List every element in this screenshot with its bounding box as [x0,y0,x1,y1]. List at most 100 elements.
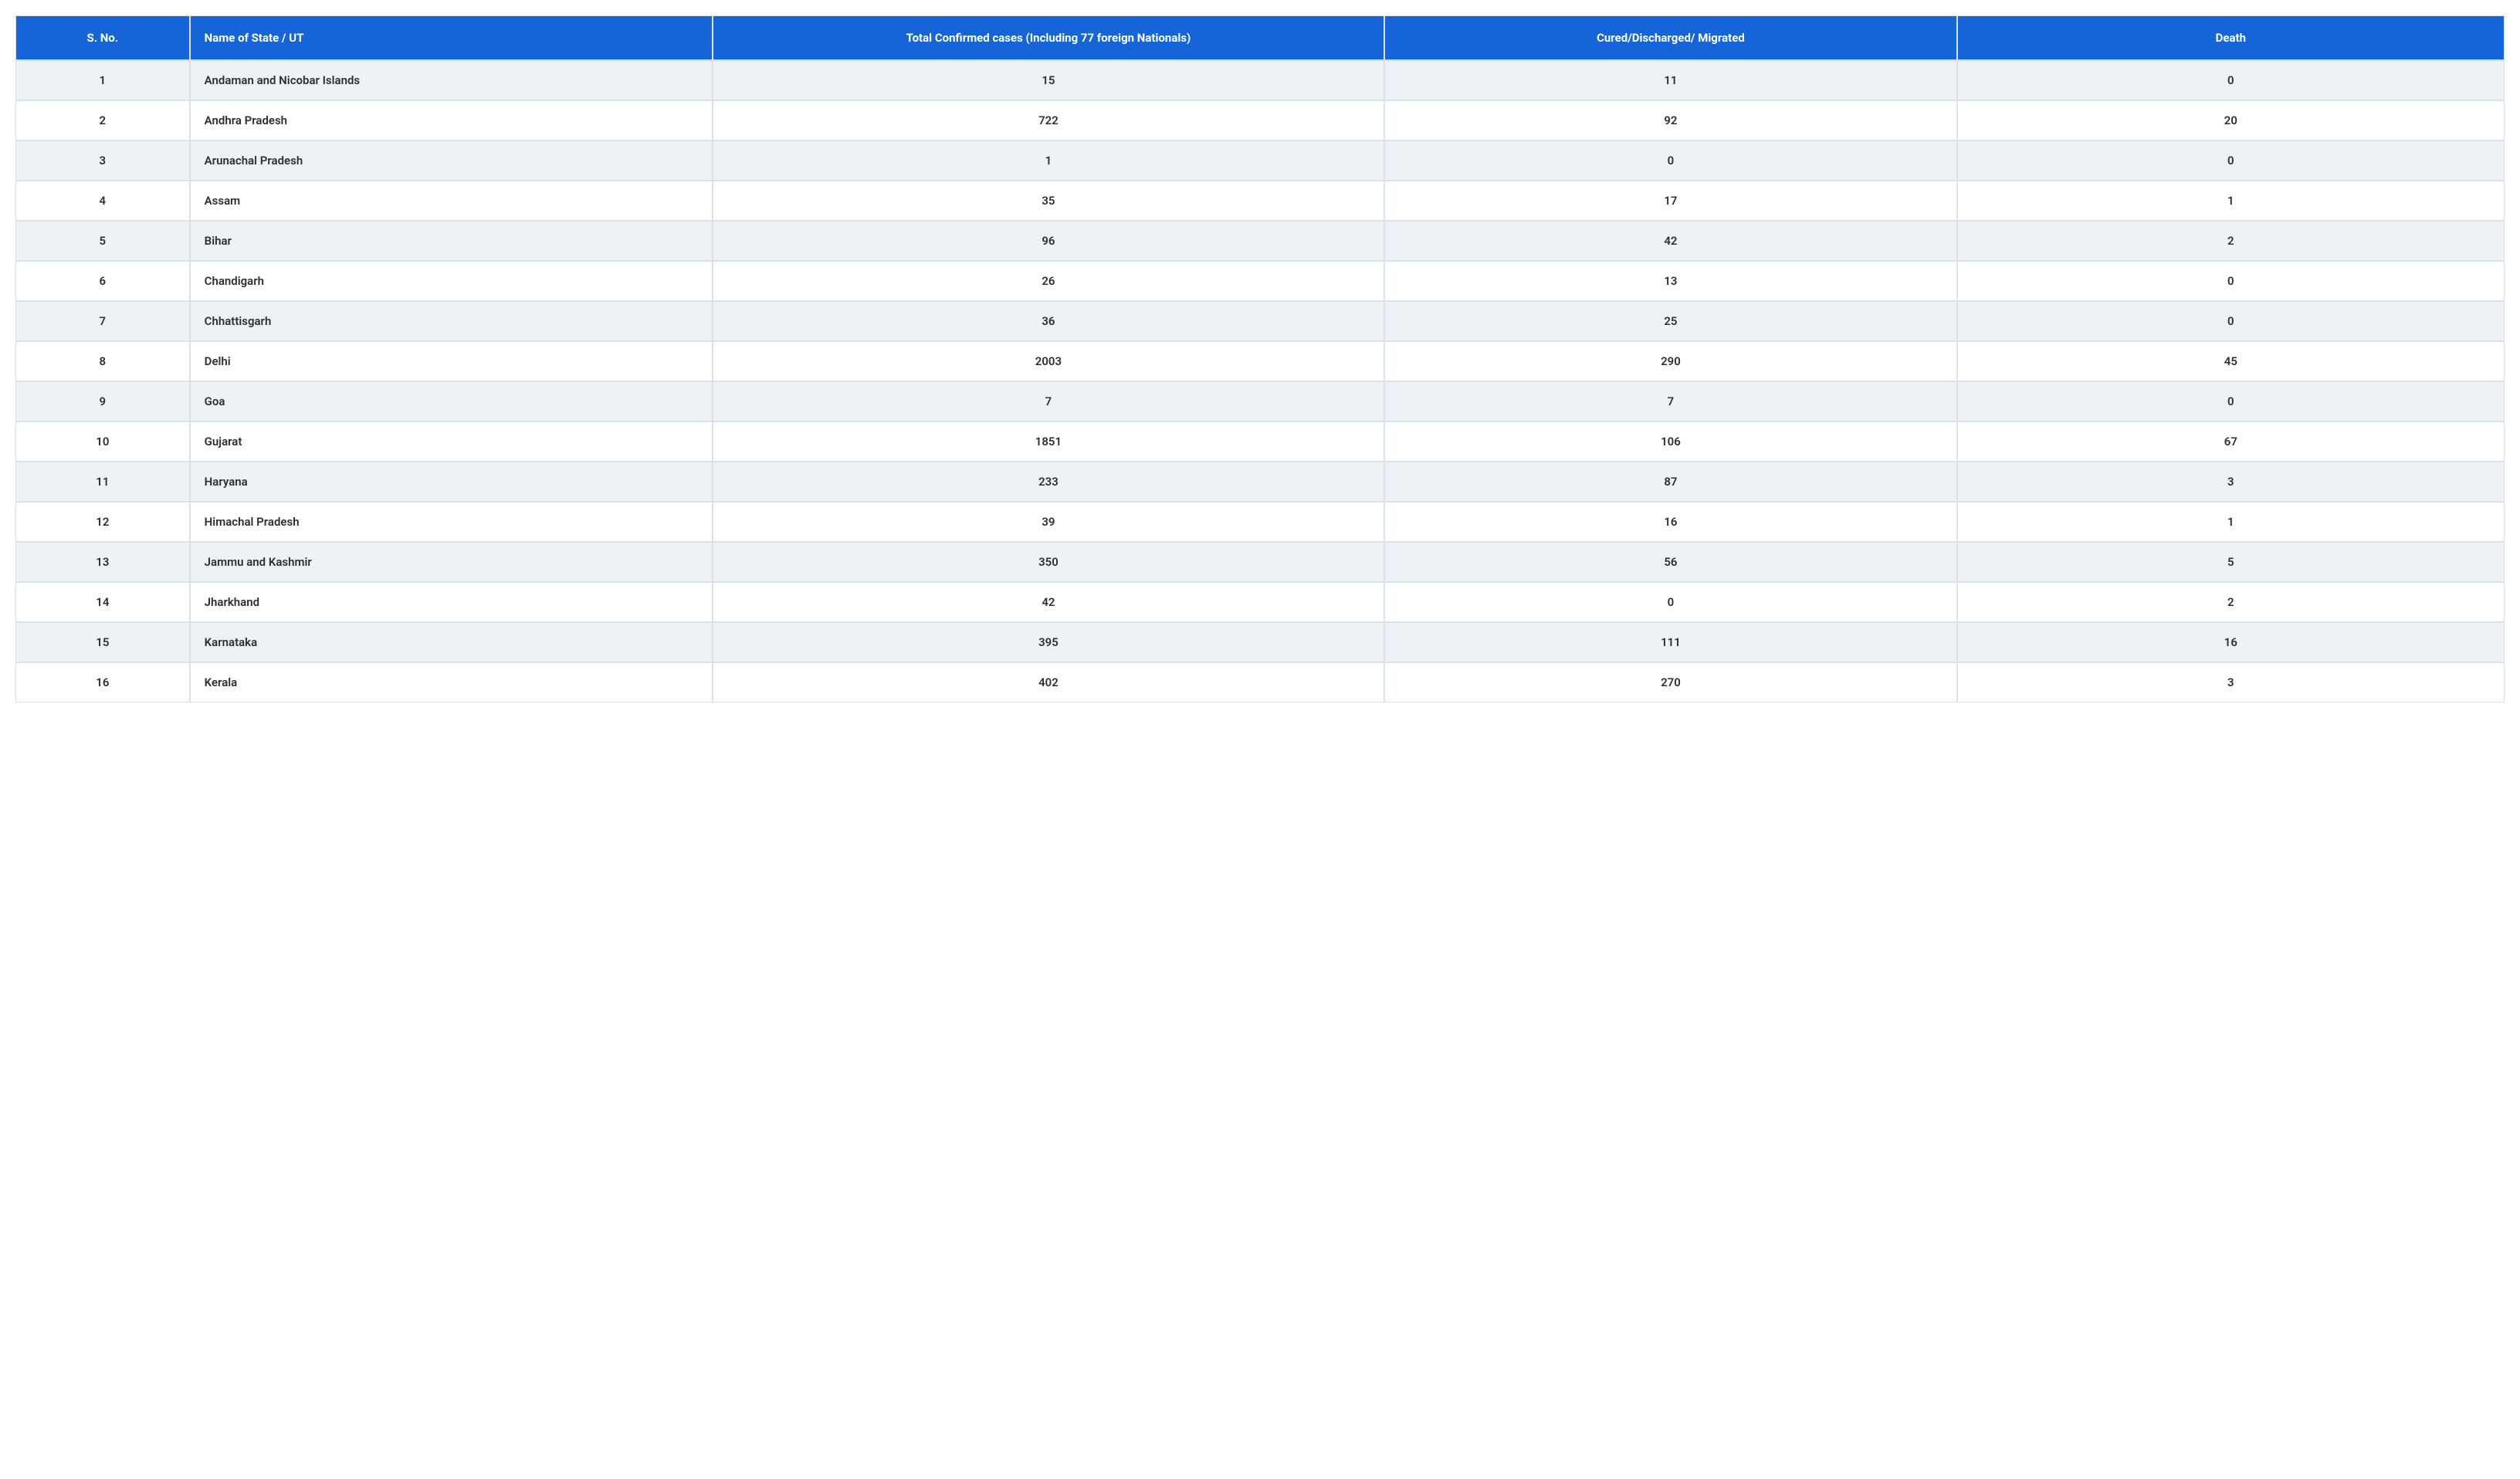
cell-cured: 0 [1384,582,1957,622]
cell-death: 0 [1957,261,2505,301]
cell-sno: 1 [15,60,190,100]
cell-cured: 0 [1384,140,1957,181]
cell-confirmed: 7 [713,381,1384,421]
table-header-row: S. No. Name of State / UT Total Confirme… [15,15,2505,60]
cell-confirmed: 42 [713,582,1384,622]
cell-cured: 7 [1384,381,1957,421]
cell-confirmed: 1851 [713,421,1384,462]
col-header-confirmed: Total Confirmed cases (Including 77 fore… [713,15,1384,60]
cell-name: Kerala [190,662,713,702]
cell-death: 3 [1957,462,2505,502]
table-row: 14Jharkhand4202 [15,582,2505,622]
cell-name: Goa [190,381,713,421]
table-row: 3Arunachal Pradesh100 [15,140,2505,181]
table-row: 15Karnataka39511116 [15,622,2505,662]
cell-sno: 15 [15,622,190,662]
cell-death: 0 [1957,381,2505,421]
cell-name: Delhi [190,341,713,381]
cell-cured: 25 [1384,301,1957,341]
cell-name: Andaman and Nicobar Islands [190,60,713,100]
table-row: 2Andhra Pradesh7229220 [15,100,2505,140]
cell-name: Bihar [190,221,713,261]
cell-cured: 290 [1384,341,1957,381]
cell-name: Arunachal Pradesh [190,140,713,181]
table-row: 12Himachal Pradesh39161 [15,502,2505,542]
table-row: 4Assam35171 [15,181,2505,221]
cell-sno: 13 [15,542,190,582]
table-row: 8Delhi200329045 [15,341,2505,381]
col-header-name: Name of State / UT [190,15,713,60]
cell-sno: 7 [15,301,190,341]
cell-death: 20 [1957,100,2505,140]
cell-name: Chhattisgarh [190,301,713,341]
cell-name: Jammu and Kashmir [190,542,713,582]
cell-death: 2 [1957,582,2505,622]
table-row: 1Andaman and Nicobar Islands15110 [15,60,2505,100]
cell-sno: 12 [15,502,190,542]
cell-confirmed: 1 [713,140,1384,181]
cell-sno: 5 [15,221,190,261]
cell-death: 0 [1957,60,2505,100]
table-row: 7Chhattisgarh36250 [15,301,2505,341]
table-row: 16Kerala4022703 [15,662,2505,702]
cell-cured: 87 [1384,462,1957,502]
table-row: 5Bihar96422 [15,221,2505,261]
cell-confirmed: 2003 [713,341,1384,381]
cases-table: S. No. Name of State / UT Total Confirme… [15,15,2505,702]
cell-sno: 9 [15,381,190,421]
cell-sno: 8 [15,341,190,381]
cell-death: 0 [1957,140,2505,181]
col-header-sno: S. No. [15,15,190,60]
cell-confirmed: 402 [713,662,1384,702]
cell-confirmed: 395 [713,622,1384,662]
table-row: 9Goa770 [15,381,2505,421]
cell-name: Haryana [190,462,713,502]
cell-death: 5 [1957,542,2505,582]
cell-confirmed: 96 [713,221,1384,261]
cell-cured: 17 [1384,181,1957,221]
cell-sno: 11 [15,462,190,502]
cell-cured: 270 [1384,662,1957,702]
table-row: 11Haryana233873 [15,462,2505,502]
cell-death: 1 [1957,181,2505,221]
table-header: S. No. Name of State / UT Total Confirme… [15,15,2505,60]
cell-cured: 13 [1384,261,1957,301]
cell-name: Gujarat [190,421,713,462]
cell-death: 45 [1957,341,2505,381]
cell-death: 0 [1957,301,2505,341]
table-body: 1Andaman and Nicobar Islands151102Andhra… [15,60,2505,702]
cell-sno: 10 [15,421,190,462]
cell-name: Chandigarh [190,261,713,301]
table-row: 10Gujarat185110667 [15,421,2505,462]
cell-cured: 92 [1384,100,1957,140]
table-row: 6Chandigarh26130 [15,261,2505,301]
cell-death: 3 [1957,662,2505,702]
cell-cured: 106 [1384,421,1957,462]
cell-confirmed: 39 [713,502,1384,542]
cell-confirmed: 350 [713,542,1384,582]
cell-cured: 56 [1384,542,1957,582]
cell-confirmed: 15 [713,60,1384,100]
cell-death: 1 [1957,502,2505,542]
col-header-cured: Cured/Discharged/ Migrated [1384,15,1957,60]
cell-sno: 2 [15,100,190,140]
cell-confirmed: 722 [713,100,1384,140]
cell-death: 67 [1957,421,2505,462]
cell-sno: 14 [15,582,190,622]
cell-name: Jharkhand [190,582,713,622]
cell-cured: 111 [1384,622,1957,662]
cell-death: 2 [1957,221,2505,261]
cell-confirmed: 26 [713,261,1384,301]
table-row: 13Jammu and Kashmir350565 [15,542,2505,582]
cell-cured: 11 [1384,60,1957,100]
cell-sno: 4 [15,181,190,221]
cell-name: Himachal Pradesh [190,502,713,542]
cell-confirmed: 35 [713,181,1384,221]
cell-name: Karnataka [190,622,713,662]
cell-cured: 42 [1384,221,1957,261]
cell-name: Assam [190,181,713,221]
cell-confirmed: 36 [713,301,1384,341]
cell-sno: 16 [15,662,190,702]
cell-death: 16 [1957,622,2505,662]
cell-cured: 16 [1384,502,1957,542]
